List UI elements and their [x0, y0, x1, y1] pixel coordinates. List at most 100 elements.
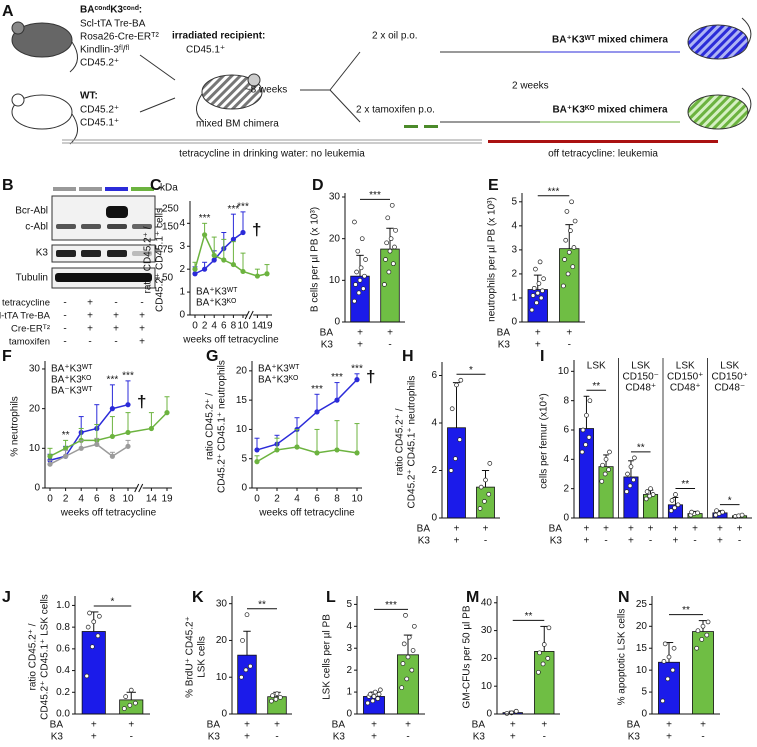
- significance-label: **: [681, 479, 689, 490]
- row-value: +: [357, 328, 363, 339]
- y-axis-label: ratio CD45.2⁺ /: [205, 393, 216, 460]
- row-label: BA: [50, 720, 64, 731]
- data-point: [535, 290, 541, 296]
- row-value: +: [357, 340, 363, 351]
- condition-value: -: [63, 337, 66, 348]
- condition-value: +: [87, 298, 93, 309]
- data-point: [406, 634, 412, 640]
- row-label: BA: [417, 524, 431, 535]
- panel-letter: L: [326, 589, 336, 606]
- condition-value: +: [87, 311, 93, 322]
- data-point: [530, 293, 536, 298]
- data-point: [370, 698, 376, 704]
- donor-genotype: Kindlin-3ᶠˡ/ᶠˡ: [80, 45, 130, 56]
- data-point: [448, 468, 454, 473]
- data-point: [602, 471, 608, 477]
- row-value: -: [484, 536, 487, 547]
- data-point: [487, 461, 493, 466]
- y-tick-label: 30: [29, 364, 41, 375]
- data-point: [700, 623, 706, 629]
- group-label: CD150⁺: [667, 372, 703, 383]
- band: [56, 224, 76, 229]
- data-point: [277, 695, 283, 700]
- data-point: [580, 427, 586, 433]
- row-value: +: [535, 328, 541, 339]
- line-marker: [63, 445, 69, 451]
- x-tick-label: 10: [237, 321, 249, 332]
- y-tick-label: 0: [179, 310, 185, 321]
- row-value: -: [701, 732, 704, 743]
- series-line: [256, 379, 358, 451]
- line-marker: [354, 377, 360, 383]
- y-tick-label: 1.0: [56, 600, 70, 611]
- data-point: [388, 236, 394, 242]
- condition-value: +: [87, 324, 93, 335]
- y-axis-label: CD45.2⁺ CD45.1⁺ neutrophils: [407, 376, 418, 509]
- data-point: [536, 281, 542, 286]
- y-axis-label: GM-CFUs per 50 µl PB: [462, 605, 473, 708]
- significance-label: ***: [107, 374, 119, 385]
- y-tick-label: 0: [221, 709, 227, 720]
- line-marker: [264, 271, 270, 277]
- data-point: [661, 659, 667, 664]
- legend-label: BA⁺K3ᴷᴼ: [51, 375, 91, 386]
- data-point: [695, 510, 700, 516]
- y-tick-label: 2: [346, 665, 352, 676]
- data-point: [648, 486, 653, 492]
- y-tick-label: 20: [29, 403, 41, 414]
- line-marker: [230, 236, 236, 242]
- data-point: [586, 434, 592, 440]
- data-point: [362, 273, 367, 279]
- condition-value: -: [114, 337, 117, 348]
- y-tick-label: 0: [334, 317, 340, 328]
- group-label: CD48⁺: [625, 383, 656, 394]
- line-marker: [148, 425, 154, 432]
- bar: [237, 654, 257, 715]
- y-tick-label: 30: [481, 625, 493, 636]
- data-point: [403, 612, 408, 618]
- data-point: [449, 406, 455, 412]
- condition-value: -: [140, 298, 143, 309]
- y-tick-label: 8: [563, 395, 569, 406]
- x-tick-label: 0: [192, 321, 198, 332]
- data-point: [239, 674, 244, 680]
- data-point: [666, 654, 672, 660]
- arrow-line: [139, 54, 176, 81]
- data-point: [371, 694, 377, 699]
- data-point: [359, 236, 365, 242]
- condition-label: tamoxifen: [9, 337, 50, 348]
- recipient-title: irradiated recipient:: [172, 31, 265, 42]
- group-label: LSK: [631, 361, 650, 372]
- x-tick-label: 19: [161, 494, 173, 505]
- data-point: [84, 673, 90, 679]
- panel-letter: N: [618, 589, 630, 606]
- off-tetracycline-label: off tetracycline: leukemia: [548, 149, 658, 160]
- row-value: -: [604, 536, 607, 547]
- y-axis-label: CD45.2⁺ CD45.1⁺ cells: [155, 208, 166, 312]
- data-point: [694, 645, 700, 651]
- row-value: +: [510, 732, 516, 743]
- y-axis-label: CD45.2⁺ CD45.1⁺ LSK cells: [40, 594, 51, 720]
- mouse-tail: [69, 113, 78, 145]
- y-axis-label: CD45.2⁺ CD45.1⁺ neutrophils: [217, 360, 228, 493]
- y-tick-label: 2: [179, 264, 185, 275]
- series-line: [49, 443, 129, 465]
- tamoxifen-dose: [404, 125, 418, 128]
- y-tick-label: 10: [329, 275, 341, 286]
- x-tick-label: 2: [274, 494, 280, 505]
- x-tick-label: 2: [63, 494, 69, 505]
- axis-break: [134, 483, 140, 493]
- interval-label: 2 weeks: [512, 81, 549, 92]
- data-point: [393, 227, 398, 233]
- data-point: [477, 506, 483, 511]
- data-point: [650, 492, 656, 497]
- significance-label: **: [592, 381, 600, 392]
- data-point: [360, 286, 366, 292]
- x-tick-label: 8: [334, 494, 340, 505]
- line-marker: [294, 444, 300, 450]
- data-point: [400, 661, 406, 666]
- data-point: [457, 437, 463, 442]
- row-value: +: [274, 720, 280, 731]
- row-value: +: [584, 524, 590, 535]
- band-label: Tubulin: [16, 273, 48, 284]
